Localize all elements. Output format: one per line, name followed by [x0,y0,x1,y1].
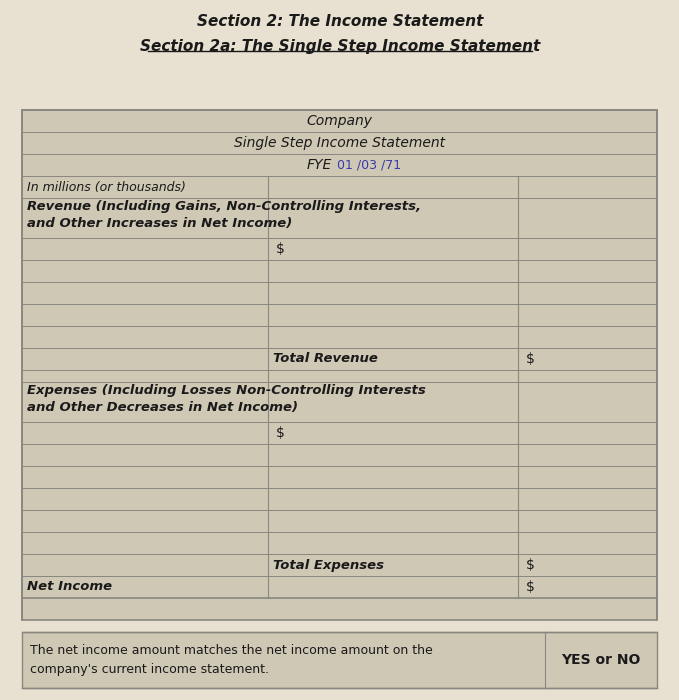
Text: Total Expenses: Total Expenses [273,559,384,571]
Text: $: $ [526,580,535,594]
Text: Net Income: Net Income [27,580,112,594]
Text: FYE: FYE [307,158,332,172]
Bar [22,110,657,620]
Text: Revenue (Including Gains, Non-Controlling Interests,
and Other Increases in Net : Revenue (Including Gains, Non-Controllin… [27,200,421,230]
Text: $: $ [276,242,285,256]
Text: YES or NO: YES or NO [562,653,641,667]
Text: Section 2: The Income Statement: Section 2: The Income Statement [197,15,483,29]
Text: Section 2a: The Single Step Income Statement: Section 2a: The Single Step Income State… [140,38,540,53]
Text: In millions (or thousands): In millions (or thousands) [27,181,186,193]
Text: 01 /03 /71: 01 /03 /71 [337,158,401,172]
Text: Total Revenue: Total Revenue [273,353,378,365]
Text: $: $ [276,426,285,440]
Text: Company: Company [306,114,373,128]
Bar [22,632,657,688]
Text: Expenses (Including Losses Non-Controlling Interests
and Other Decreases in Net : Expenses (Including Losses Non-Controlli… [27,384,426,414]
Text: Single Step Income Statement: Single Step Income Statement [234,136,445,150]
Text: $: $ [526,352,535,366]
Text: $: $ [526,558,535,572]
Text: The net income amount matches the net income amount on the
company's current inc: The net income amount matches the net in… [30,645,433,676]
